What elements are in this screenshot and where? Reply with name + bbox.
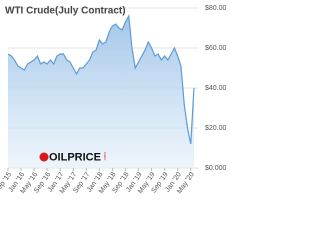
y-tick-label: $60.00 <box>205 45 227 52</box>
y-tick-label: $80.00 <box>205 5 227 12</box>
line <box>7 14 195 145</box>
area <box>8 16 194 168</box>
logo: OILPRICE .com <box>39 151 107 163</box>
logo-text: OILPRICE <box>49 151 101 163</box>
logo-icon <box>39 152 49 162</box>
y-tick-label: $0.000 <box>205 165 227 172</box>
chart-title: WTI Crude(July Contract) <box>5 6 126 17</box>
logo-suffix: .com <box>102 152 107 161</box>
y-tick-label: $20.00 <box>205 125 227 132</box>
y-tick-label: $40.00 <box>205 85 227 92</box>
